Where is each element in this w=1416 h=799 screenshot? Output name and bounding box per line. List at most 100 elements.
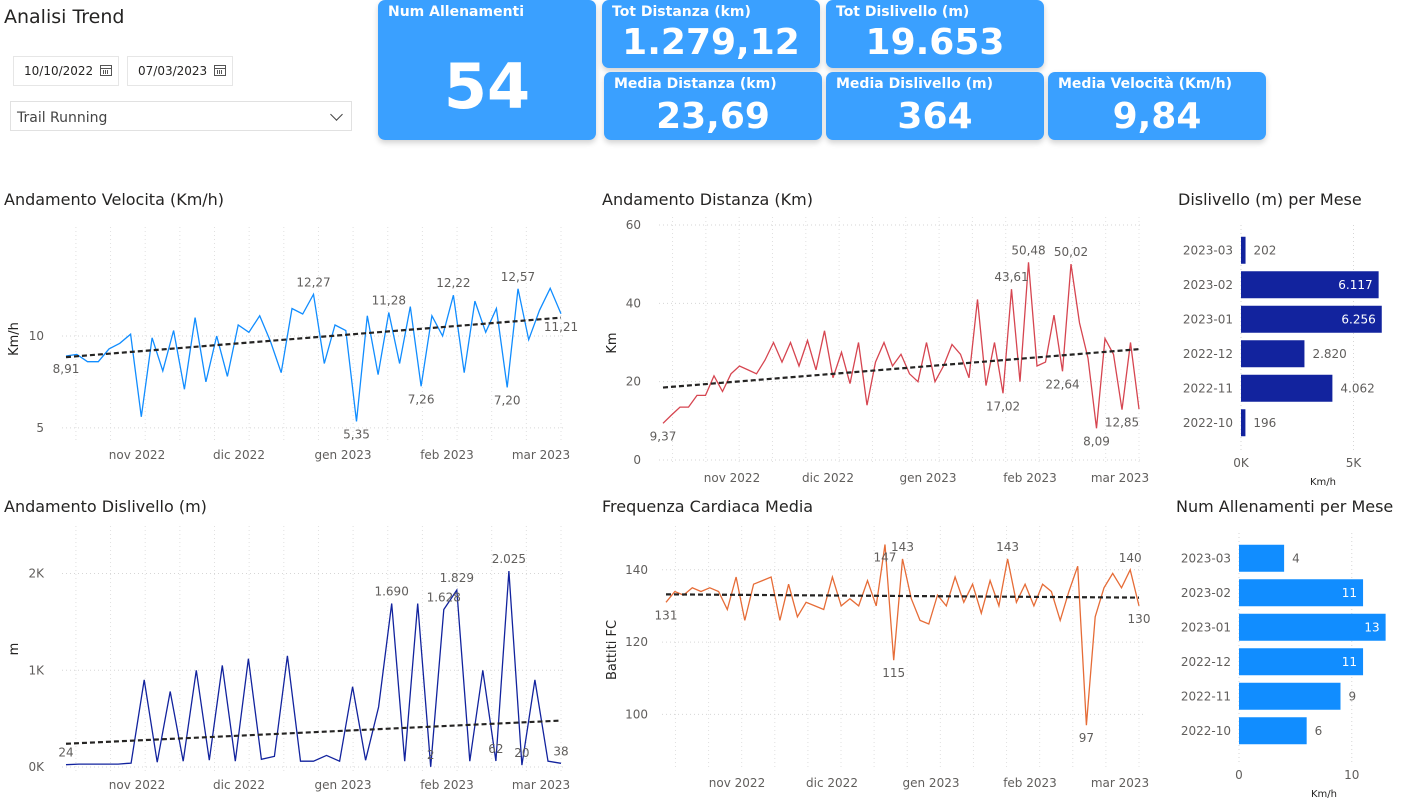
data-label: 140 [1119, 551, 1142, 565]
data-label: 97 [1079, 731, 1094, 745]
elev-month-bar-chart[interactable]: 0K 5K Km/h 2023-03 202 2023-02 6.117 2023-01 6.2… [1172, 225, 1412, 490]
x-tick-label: gen 2023 [315, 448, 372, 462]
category-label: 2023-01 [1181, 620, 1231, 634]
card-value: 1.279,12 [622, 22, 800, 63]
x-axis-label: Km/h [1310, 477, 1336, 488]
data-label: 2 [427, 748, 435, 762]
y-tick-label: 2K [28, 567, 45, 581]
y-axis-label: Km/h [7, 322, 22, 356]
y-tick-label: 5 [36, 421, 44, 435]
x-tick-label: feb 2023 [420, 778, 474, 792]
value-label: 6.117 [1338, 278, 1372, 292]
bar [1239, 682, 1341, 710]
speed-chart-title: Andamento Velocita (Km/h) [4, 190, 225, 209]
data-label: 20 [514, 746, 529, 760]
value-label: 13 [1364, 620, 1379, 634]
activity-dropdown[interactable]: Trail Running [10, 101, 352, 131]
speed-line-chart[interactable]: 5 10 nov 2022 dic 2022 gen 2023 feb 2023 mar 2… [0, 215, 590, 490]
x-tick-label: mar 2023 [1091, 776, 1149, 790]
trend-line [65, 719, 562, 745]
y-tick-label: 40 [626, 296, 641, 310]
x-tick-label: gen 2023 [903, 776, 960, 790]
bar [1239, 648, 1364, 676]
data-label: 7,26 [408, 392, 435, 406]
x-tick-label: dic 2022 [213, 448, 265, 462]
data-label: 1.628 [427, 591, 461, 605]
data-label: 9,37 [650, 429, 677, 443]
distance-line-chart[interactable]: 0 20 40 60 nov 2022 dic 2022 gen 2023 feb 2023 m… [598, 215, 1158, 490]
data-label: 131 [655, 608, 678, 622]
category-label: 2023-02 [1183, 278, 1233, 292]
data-label: 38 [553, 744, 568, 758]
card-value: 364 [897, 96, 973, 137]
data-label: 115 [882, 666, 905, 680]
x-tick-label: feb 2023 [1003, 776, 1057, 790]
category-label: 2022-10 [1181, 724, 1231, 738]
count-month-bar-chart[interactable]: 0 10 Km/h 2023-03 4 2023-02 11 2023-01 13 2022-12… [1172, 530, 1412, 799]
distance-chart-title: Andamento Distanza (Km) [602, 190, 813, 209]
x-tick-label: dic 2022 [802, 471, 854, 485]
x-tick-label: gen 2023 [315, 778, 372, 792]
data-label: 143 [891, 540, 914, 554]
date-to-value: 07/03/2023 [138, 64, 208, 78]
activity-value: Trail Running [17, 110, 108, 126]
data-label: 11,21 [544, 320, 578, 334]
calendar-icon[interactable] [214, 65, 226, 76]
category-label: 2023-01 [1183, 312, 1233, 326]
x-tick-label: mar 2023 [512, 778, 570, 792]
y-tick-label: 0K [28, 760, 45, 774]
elevation-line-chart[interactable]: 0K 1K 2K nov 2022 dic 2022 gen 2023 feb 2023 ma… [0, 525, 590, 797]
y-tick-label: 140 [625, 563, 648, 577]
card-media-distanza: Media Distanza (km) 23,69 [604, 72, 822, 140]
trend-line [665, 593, 1140, 599]
date-from-input[interactable]: 10/10/2022 [13, 56, 119, 86]
x-tick-label: gen 2023 [900, 471, 957, 485]
calendar-icon[interactable] [100, 65, 112, 76]
data-label: 43,61 [994, 270, 1028, 284]
series-line [65, 571, 562, 767]
bar [1239, 544, 1285, 572]
page-title: Analisi Trend [4, 6, 125, 28]
card-value: 9,84 [1112, 96, 1202, 137]
date-to-input[interactable]: 07/03/2023 [127, 56, 233, 86]
category-label: 2022-10 [1183, 416, 1233, 430]
value-label: 202 [1254, 243, 1277, 257]
x-axis-label: Km/h [1311, 789, 1337, 799]
data-label: 12,57 [501, 270, 535, 284]
x-tick-label: dic 2022 [213, 778, 265, 792]
value-label: 4 [1292, 551, 1300, 565]
card-media-velocita: Media Velocità (Km/h) 9,84 [1048, 72, 1266, 140]
data-label: 7,20 [494, 393, 521, 407]
value-label: 11 [1342, 655, 1357, 669]
x-tick-label: feb 2023 [420, 448, 474, 462]
y-axis-label: Battiti FC [605, 620, 620, 680]
y-tick-label: 10 [29, 329, 44, 343]
elevation-chart-title: Andamento Dislivello (m) [4, 497, 207, 516]
data-label: 147 [874, 550, 897, 564]
x-tick-label: feb 2023 [1003, 471, 1057, 485]
data-label: 2.025 [492, 552, 526, 566]
bar [1241, 236, 1246, 264]
category-label: 2022-11 [1183, 381, 1233, 395]
bar [1241, 305, 1382, 333]
card-label: Media Distanza (km) [614, 76, 777, 92]
data-label: 50,48 [1011, 243, 1045, 257]
y-tick-label: 60 [626, 218, 641, 232]
card-value: 23,69 [656, 96, 770, 137]
x-tick-label: 0K [1233, 456, 1250, 470]
y-tick-label: 0 [633, 453, 641, 467]
data-label: 22,64 [1045, 377, 1079, 391]
value-label: 6.256 [1341, 312, 1375, 326]
chevron-down-icon[interactable] [330, 108, 343, 121]
category-label: 2023-02 [1181, 586, 1231, 600]
card-num-allenamenti: Num Allenamenti 54 [378, 0, 596, 140]
bar [1241, 271, 1379, 299]
value-label: 4.062 [1340, 381, 1374, 395]
data-label: 62 [488, 742, 503, 756]
x-tick-label: 10 [1344, 768, 1359, 782]
data-label: 130 [1128, 612, 1151, 626]
bar [1241, 374, 1333, 402]
hr-line-chart[interactable]: 100 120 140 nov 2022 dic 2022 gen 2023 feb 202… [598, 525, 1158, 797]
trend-line [65, 316, 562, 359]
y-tick-label: 100 [625, 707, 648, 721]
